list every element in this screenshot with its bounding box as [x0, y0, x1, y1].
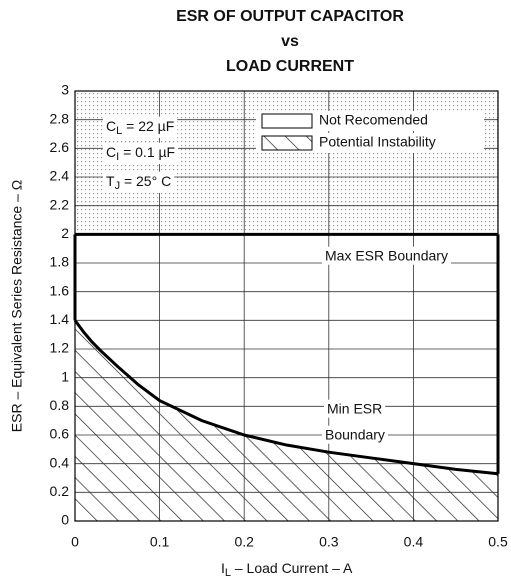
- instability-region: [75, 320, 498, 521]
- y-tick-label: 1.8: [50, 254, 70, 270]
- label-background: [322, 246, 451, 265]
- y-axis-label: ESR – Equivalent Series Resistance – Ω: [9, 180, 25, 432]
- x-tick-label: 0.2: [234, 534, 254, 550]
- x-tick-label: 0.1: [150, 534, 170, 550]
- condition-main: C: [106, 118, 116, 134]
- chart-title: ESR OF OUTPUT CAPACITOR: [176, 8, 404, 25]
- y-tick-label: 0: [61, 512, 69, 528]
- x-tick-label: 0: [71, 534, 79, 550]
- y-tick-label: 0.4: [50, 454, 70, 470]
- label-background: [103, 171, 175, 193]
- chart-title: vs: [281, 33, 299, 50]
- condition-sub: L: [116, 125, 122, 137]
- legend-label: Potential Instability: [319, 134, 436, 150]
- condition: CI = 0.1 µF: [106, 144, 175, 163]
- y-tick-label: 0.6: [50, 426, 70, 442]
- legend-swatch: [261, 113, 313, 129]
- y-tick-label: 2.2: [50, 196, 70, 212]
- annotation: Max ESR Boundary: [325, 248, 448, 264]
- x-axis-label: IL – Load Current – A: [221, 560, 353, 579]
- y-tick-label: 1.6: [50, 282, 70, 298]
- label-background: [324, 399, 386, 418]
- y-tick-label: 2: [61, 225, 69, 241]
- y-tick-label: 3: [61, 82, 69, 98]
- legend-label: Not Recomended: [319, 112, 428, 128]
- condition: CL = 22 µF: [106, 118, 174, 137]
- y-tick-label: 1: [61, 368, 69, 384]
- legend-background: [256, 133, 484, 153]
- y-tick-label: 1.4: [50, 311, 70, 327]
- condition-sub: I: [116, 151, 119, 163]
- y-tick-label: 2.6: [50, 139, 70, 155]
- label-background: [103, 142, 179, 164]
- condition-rest: = 25° C: [120, 173, 171, 189]
- label-background: [322, 425, 388, 444]
- condition: TJ = 25° C: [106, 173, 171, 192]
- label-background: [103, 116, 178, 138]
- condition-sub: J: [115, 180, 121, 192]
- chart-title: LOAD CURRENT: [226, 58, 354, 75]
- x-tick-label: 0.3: [319, 534, 339, 550]
- x-axis-label-sub: L: [225, 567, 231, 579]
- x-tick-label: 0.4: [404, 534, 424, 550]
- y-tick-label: 0.8: [50, 397, 70, 413]
- x-axis-label-rest: – Load Current – A: [231, 560, 353, 576]
- y-tick-label: 2.8: [50, 110, 70, 126]
- legend-background: [256, 111, 484, 131]
- condition-main: T: [106, 173, 115, 189]
- y-tick-label: 1.2: [50, 340, 70, 356]
- x-axis-label-main: I: [221, 560, 225, 576]
- y-tick-label: 0.2: [50, 483, 70, 499]
- condition-main: C: [106, 144, 116, 160]
- condition-rest: = 22 µF: [122, 118, 174, 134]
- legend-swatch: [261, 135, 313, 151]
- annotation: Min ESR: [327, 401, 382, 417]
- min-esr-boundary: [73, 319, 499, 476]
- x-tick-label: 0.5: [488, 534, 508, 550]
- annotation: Boundary: [325, 427, 385, 443]
- y-tick-label: 2.4: [50, 168, 70, 184]
- plot-frame: [74, 90, 499, 522]
- condition-rest: = 0.1 µF: [119, 144, 175, 160]
